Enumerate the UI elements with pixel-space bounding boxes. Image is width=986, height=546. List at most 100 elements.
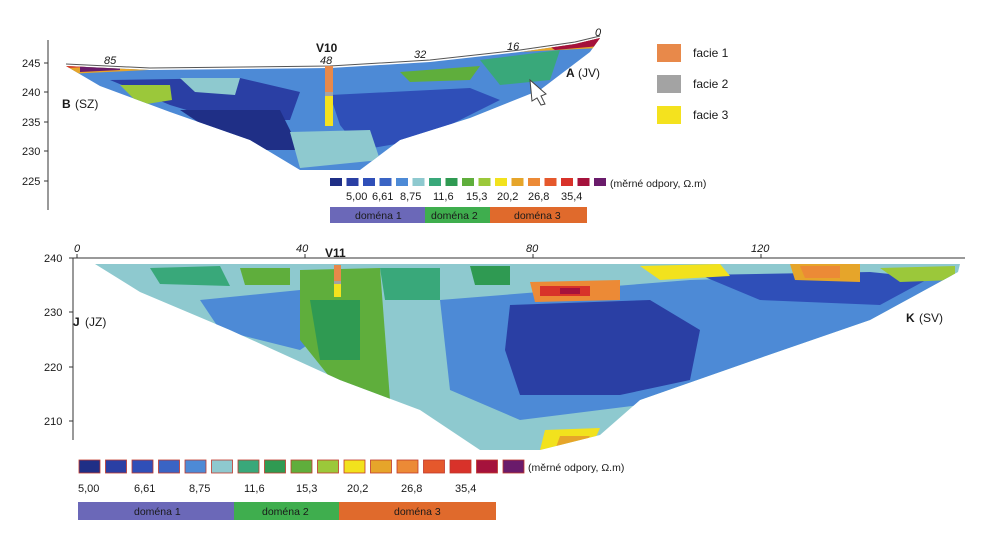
p2-scale-swatch <box>105 459 127 474</box>
p1-distance-label: 48 <box>320 55 333 67</box>
p1-scale-swatch <box>577 178 590 186</box>
p1-right-end-label: A <box>566 66 575 80</box>
p2-domain-2-label: doména 2 <box>262 506 309 518</box>
p2-distance-label: 80 <box>526 243 539 255</box>
p2-color-scale <box>78 459 525 474</box>
p2-domain-3-label: doména 3 <box>394 506 441 518</box>
p2-scale-unit: (měrné odpory, Ω.m) <box>528 462 624 474</box>
p2-scale-swatch <box>184 459 207 474</box>
p1-title: V10 <box>316 41 338 55</box>
p2-left-end-direction: (JZ) <box>85 315 106 329</box>
p1-scale-value: 6,61 <box>372 191 393 203</box>
facie-3-swatch <box>657 106 681 124</box>
facie-1-swatch <box>657 44 681 62</box>
p1-distance-label: 85 <box>104 55 117 67</box>
p2-scale-swatch <box>131 459 154 474</box>
p1-scale-value: 11,6 <box>433 191 454 203</box>
p1-scale-value: 35,4 <box>561 191 582 203</box>
p2-scale-value: 8,75 <box>189 483 210 495</box>
p1-right-end-direction: (JV) <box>578 66 600 80</box>
pointer-arrow-icon <box>529 78 547 106</box>
p1-y-ticks: 245 240 235 230 225 <box>22 58 48 188</box>
p2-scale-swatch <box>211 459 233 474</box>
p2-scale-swatch <box>476 459 498 474</box>
p1-y-tick: 225 <box>22 176 40 188</box>
p1-scale-swatch <box>429 178 441 186</box>
p2-scale-swatch <box>502 459 525 474</box>
p1-scale-swatch <box>495 178 507 186</box>
p2-y-tick: 220 <box>44 362 62 374</box>
p1-borehole-facie2 <box>325 92 333 96</box>
p1-scale-value: 20,2 <box>497 191 518 203</box>
facie-1-label: facie 1 <box>693 46 729 60</box>
p2-borehole-facie3 <box>334 284 341 297</box>
p1-left-end-direction: (SZ) <box>75 97 98 111</box>
p1-domain-2 <box>425 207 490 223</box>
p2-scale-swatch <box>237 459 260 474</box>
p2-scale-swatch <box>264 459 286 474</box>
p1-domain-3 <box>490 207 587 223</box>
p2-domain-3 <box>339 502 496 520</box>
p1-scale-swatch <box>330 178 342 186</box>
p2-resistivity-section <box>95 264 960 450</box>
p1-borehole-facie1 <box>325 66 333 92</box>
profile1: 245 240 235 230 225 <box>22 27 706 223</box>
p1-scale-value: 26,8 <box>528 191 549 203</box>
p2-scale-value: 15,3 <box>296 483 317 495</box>
p1-domain-3-label: doména 3 <box>514 210 561 222</box>
p1-scale-swatch <box>594 178 606 186</box>
p2-scale-value: 6,61 <box>134 483 155 495</box>
p1-scale-swatch <box>544 178 557 186</box>
p2-scale-value: 5,00 <box>78 483 99 495</box>
p1-scale-unit: (měrné odpory, Ω.m) <box>610 178 706 190</box>
p2-y-tick: 230 <box>44 307 62 319</box>
p2-domain-1-label: doména 1 <box>134 506 181 518</box>
p1-domain-1 <box>330 207 425 223</box>
facie-2-swatch <box>657 75 681 93</box>
p1-scale-swatch <box>478 178 491 186</box>
p1-distance-label: 16 <box>507 41 520 53</box>
p1-y-tick: 235 <box>22 117 40 129</box>
p1-y-tick: 245 <box>22 58 40 70</box>
p1-y-tick: 230 <box>22 146 40 158</box>
p2-title: V11 <box>325 246 346 260</box>
p1-scale-value: 8,75 <box>400 191 421 203</box>
p1-scale-swatch <box>528 178 540 186</box>
profile2: 240 230 220 210 0 40 80 120 <box>44 243 965 520</box>
p2-y-tick: 240 <box>44 253 62 265</box>
facie-2-label: facie 2 <box>693 77 729 91</box>
p2-scale-swatch <box>449 459 472 474</box>
p2-scale-value: 26,8 <box>401 483 422 495</box>
p1-scale-value: 5,00 <box>346 191 367 203</box>
p2-distance-label: 40 <box>296 243 309 255</box>
p1-domain-2-label: doména 2 <box>431 210 478 222</box>
p2-borehole-facie1 <box>334 265 341 281</box>
p1-scale-swatch <box>379 178 392 186</box>
p1-surface-line <box>65 35 601 69</box>
p2-domain-2 <box>234 502 339 520</box>
p2-scale-swatch <box>370 459 392 474</box>
p1-domain-1-label: doména 1 <box>355 210 402 222</box>
p2-scale-value: 35,4 <box>455 483 476 495</box>
p1-y-tick: 240 <box>22 87 40 99</box>
p2-left-end-label: J <box>73 315 80 329</box>
p2-domain-1 <box>78 502 234 520</box>
p2-scale-value: 11,6 <box>244 483 265 495</box>
p2-scale-swatch <box>423 459 445 474</box>
p1-borehole-facie3 <box>325 96 333 126</box>
p2-y-tick: 210 <box>44 416 62 428</box>
p2-scale-value: 20,2 <box>347 483 368 495</box>
p1-scale-swatch <box>346 178 359 186</box>
p1-scale-swatch <box>412 178 425 186</box>
p1-scale-value: 15,3 <box>466 191 487 203</box>
p2-borehole <box>334 265 341 297</box>
p1-scale-swatch <box>396 178 408 186</box>
p1-scale-swatch <box>511 178 524 186</box>
p2-scale-swatch <box>396 459 419 474</box>
p1-color-scale <box>330 178 606 186</box>
p1-scale-swatch <box>363 178 375 186</box>
p2-y-ticks: 240 230 220 210 <box>44 253 73 428</box>
p2-distance-label: 120 <box>751 243 770 255</box>
p2-scale-swatch <box>158 459 180 474</box>
